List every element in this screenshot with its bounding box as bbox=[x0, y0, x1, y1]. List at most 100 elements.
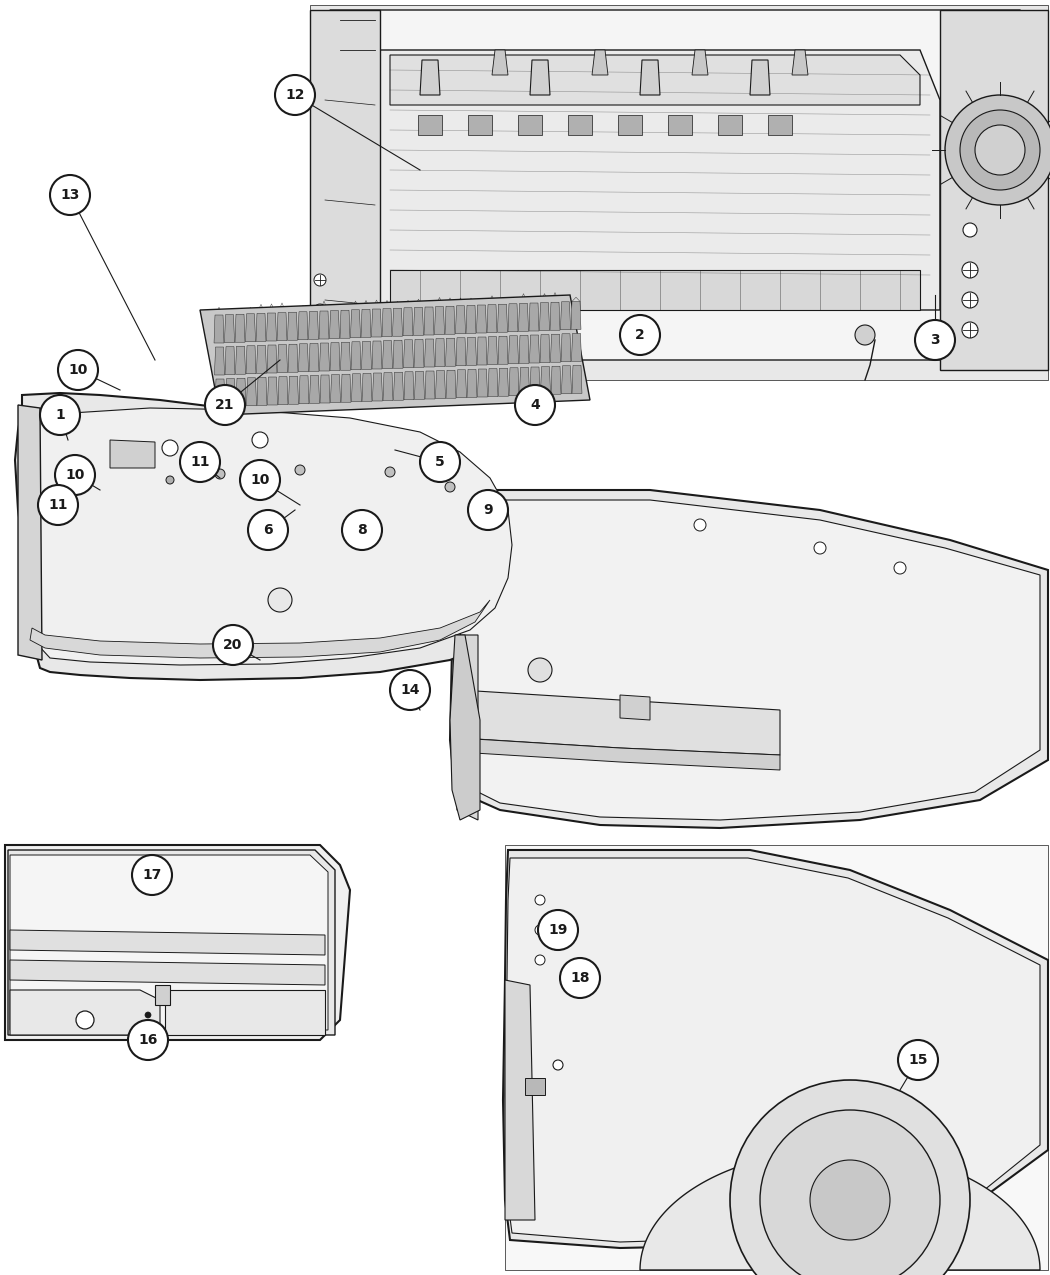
Polygon shape bbox=[551, 366, 561, 394]
Polygon shape bbox=[380, 50, 940, 310]
Circle shape bbox=[814, 542, 826, 555]
Circle shape bbox=[145, 1012, 151, 1017]
Polygon shape bbox=[505, 980, 536, 1220]
Polygon shape bbox=[505, 845, 1048, 1270]
Polygon shape bbox=[466, 338, 477, 366]
Polygon shape bbox=[458, 500, 1040, 820]
Polygon shape bbox=[246, 314, 255, 342]
Circle shape bbox=[960, 110, 1040, 190]
Polygon shape bbox=[278, 376, 288, 404]
Polygon shape bbox=[418, 115, 442, 135]
Polygon shape bbox=[277, 312, 287, 340]
Text: 11: 11 bbox=[190, 455, 210, 469]
Polygon shape bbox=[458, 738, 780, 770]
Polygon shape bbox=[361, 310, 371, 338]
Polygon shape bbox=[22, 408, 512, 666]
Polygon shape bbox=[424, 307, 434, 335]
Polygon shape bbox=[309, 343, 319, 371]
Polygon shape bbox=[235, 314, 245, 342]
Circle shape bbox=[314, 303, 326, 316]
Polygon shape bbox=[592, 50, 608, 75]
Circle shape bbox=[445, 482, 455, 492]
Polygon shape bbox=[267, 312, 276, 340]
Text: 20: 20 bbox=[224, 638, 243, 652]
Polygon shape bbox=[424, 339, 435, 367]
Circle shape bbox=[915, 320, 956, 360]
Polygon shape bbox=[768, 115, 792, 135]
Circle shape bbox=[58, 351, 98, 390]
Polygon shape bbox=[499, 368, 508, 397]
Circle shape bbox=[38, 484, 78, 525]
Polygon shape bbox=[10, 989, 160, 1035]
Polygon shape bbox=[235, 347, 246, 374]
Circle shape bbox=[248, 510, 288, 550]
Polygon shape bbox=[309, 311, 318, 339]
Text: 19: 19 bbox=[548, 923, 568, 937]
Polygon shape bbox=[330, 343, 340, 371]
Text: 8: 8 bbox=[357, 523, 366, 537]
Polygon shape bbox=[110, 440, 155, 468]
Text: 4: 4 bbox=[530, 398, 540, 412]
Polygon shape bbox=[288, 344, 298, 372]
Polygon shape bbox=[225, 347, 235, 375]
Text: 13: 13 bbox=[60, 187, 80, 201]
Polygon shape bbox=[330, 311, 339, 339]
Polygon shape bbox=[390, 55, 920, 105]
Polygon shape bbox=[529, 335, 540, 363]
Circle shape bbox=[730, 1080, 970, 1275]
Polygon shape bbox=[415, 371, 424, 399]
Polygon shape bbox=[525, 1077, 545, 1095]
Polygon shape bbox=[460, 690, 780, 755]
Polygon shape bbox=[572, 366, 582, 394]
Polygon shape bbox=[236, 379, 246, 407]
Polygon shape bbox=[550, 302, 560, 330]
Polygon shape bbox=[477, 337, 487, 365]
Polygon shape bbox=[457, 370, 466, 398]
Text: 12: 12 bbox=[286, 88, 304, 102]
Polygon shape bbox=[246, 346, 256, 374]
Polygon shape bbox=[541, 367, 550, 394]
Circle shape bbox=[962, 323, 978, 338]
Polygon shape bbox=[692, 50, 708, 75]
Circle shape bbox=[536, 895, 545, 905]
Polygon shape bbox=[436, 371, 445, 399]
Polygon shape bbox=[940, 10, 1048, 370]
Polygon shape bbox=[383, 372, 393, 400]
Circle shape bbox=[132, 856, 172, 895]
Circle shape bbox=[40, 395, 80, 435]
Polygon shape bbox=[668, 115, 692, 135]
Polygon shape bbox=[393, 309, 402, 337]
Polygon shape bbox=[446, 370, 456, 398]
Polygon shape bbox=[568, 115, 592, 135]
Polygon shape bbox=[571, 301, 581, 329]
Circle shape bbox=[55, 455, 94, 495]
Polygon shape bbox=[247, 377, 256, 405]
Polygon shape bbox=[10, 960, 326, 986]
Circle shape bbox=[810, 1160, 890, 1241]
Circle shape bbox=[314, 334, 326, 346]
Polygon shape bbox=[340, 310, 350, 338]
Polygon shape bbox=[352, 374, 361, 402]
Circle shape bbox=[268, 588, 292, 612]
Polygon shape bbox=[319, 311, 329, 339]
Polygon shape bbox=[288, 312, 297, 340]
Polygon shape bbox=[640, 60, 660, 96]
Text: 17: 17 bbox=[143, 868, 162, 882]
Text: 16: 16 bbox=[139, 1033, 157, 1047]
Polygon shape bbox=[520, 367, 529, 395]
Text: 1: 1 bbox=[55, 408, 65, 422]
Circle shape bbox=[620, 315, 660, 354]
Polygon shape bbox=[508, 303, 518, 332]
Polygon shape bbox=[420, 60, 440, 96]
Circle shape bbox=[215, 469, 225, 479]
Text: 10: 10 bbox=[250, 473, 270, 487]
Polygon shape bbox=[382, 340, 393, 368]
Circle shape bbox=[560, 958, 600, 998]
Polygon shape bbox=[414, 307, 423, 335]
Circle shape bbox=[760, 1111, 940, 1275]
Polygon shape bbox=[478, 368, 487, 397]
Polygon shape bbox=[299, 376, 309, 404]
Circle shape bbox=[76, 1011, 94, 1029]
Text: 15: 15 bbox=[908, 1053, 928, 1067]
Polygon shape bbox=[618, 115, 642, 135]
